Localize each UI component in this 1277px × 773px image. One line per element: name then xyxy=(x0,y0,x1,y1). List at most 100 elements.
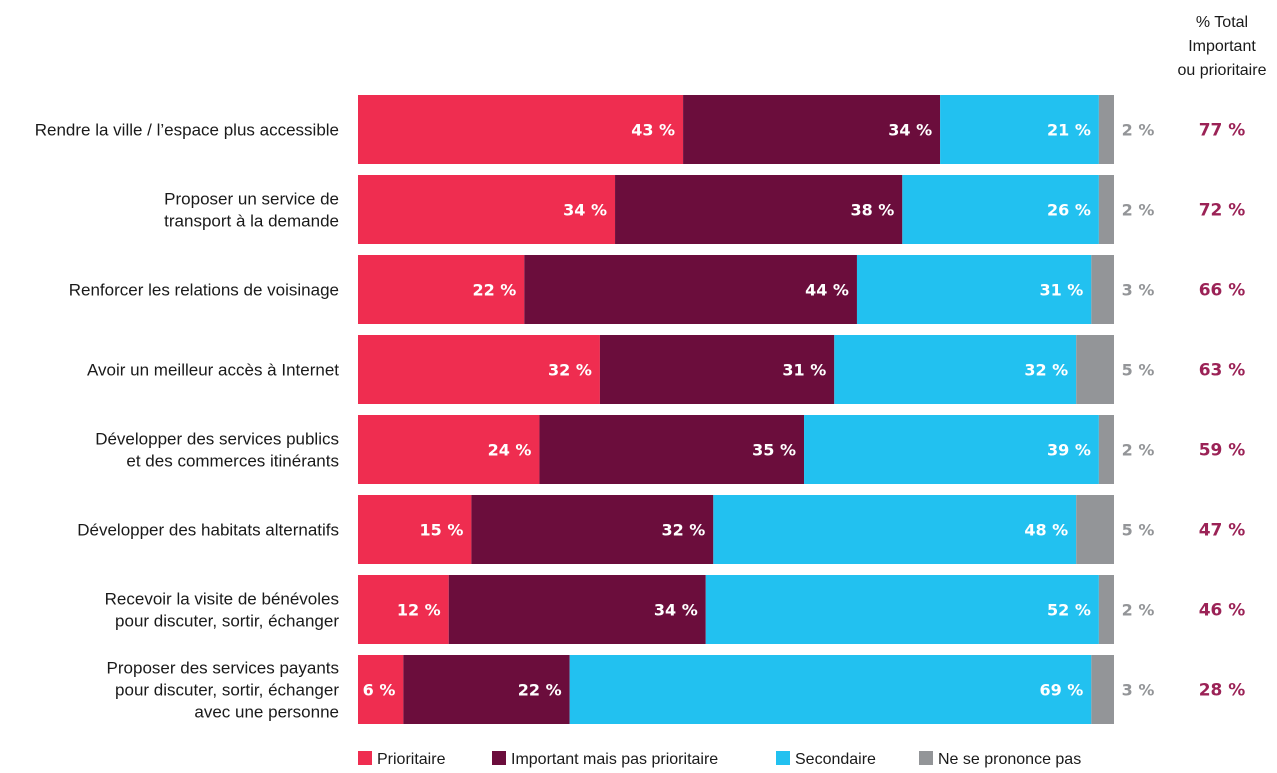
no-opinion-value-label: 2 % xyxy=(1122,601,1155,620)
legend-swatch xyxy=(492,751,506,765)
legend-swatch xyxy=(919,751,933,765)
bar-segment xyxy=(683,95,941,164)
category-labels: Rendre la ville / l’espace plus accessib… xyxy=(35,121,340,722)
category-label-line: Renforcer les relations de voisinage xyxy=(69,281,339,300)
no-opinion-value-label: 2 % xyxy=(1122,201,1155,220)
bar-segment xyxy=(358,575,449,644)
category-label: Recevoir la visite de bénévoles pour disc… xyxy=(105,590,340,631)
bar-segment xyxy=(358,335,600,404)
segment-value-label: 32 % xyxy=(1024,361,1068,380)
total-column-header: % Total Important ou prioritaire xyxy=(1178,14,1267,79)
segment-value-label: 43 % xyxy=(631,121,675,140)
total-value-label: 72 % xyxy=(1199,201,1246,221)
bar-segment xyxy=(358,495,472,564)
category-label-line: Recevoir la visite de bénévoles xyxy=(105,590,339,609)
category-label: Proposer un service de transport à la dem… xyxy=(164,190,339,231)
segment-value-label: 69 % xyxy=(1039,681,1083,700)
legend: Prioritaire Important mais pas prioritair… xyxy=(358,751,1081,768)
total-value-label: 63 % xyxy=(1199,361,1246,381)
segment-value-label: 38 % xyxy=(850,201,894,220)
bar-segment xyxy=(599,335,835,404)
bar-segment xyxy=(705,575,1099,644)
legend-label: Prioritaire xyxy=(377,751,446,768)
category-label-line: Proposer des services payants xyxy=(107,659,339,678)
category-label-line: Proposer un service de xyxy=(164,190,339,209)
segment-value-label: 48 % xyxy=(1024,521,1068,540)
category-label: Avoir un meilleur accès à Internet xyxy=(87,361,339,380)
legend-swatch xyxy=(358,751,372,765)
bar-segment xyxy=(1098,575,1114,644)
category-label: Développer des services publics et des co… xyxy=(95,430,339,471)
bar-segment xyxy=(940,95,1099,164)
total-value-label: 59 % xyxy=(1199,441,1246,461)
total-value-label: 66 % xyxy=(1199,281,1246,301)
segment-value-label: 35 % xyxy=(752,441,796,460)
no-opinion-value-label: 2 % xyxy=(1122,441,1155,460)
category-label-line: pour discuter, sortir, échanger xyxy=(115,681,339,700)
bar-segment xyxy=(1076,495,1114,564)
category-label-line: pour discuter, sortir, échanger xyxy=(115,612,339,631)
no-opinion-value-label: 5 % xyxy=(1122,521,1155,540)
category-label-line: transport à la demande xyxy=(164,212,339,231)
bar-segment xyxy=(1076,335,1114,404)
bar-segment xyxy=(358,95,684,164)
segment-value-label: 15 % xyxy=(420,521,464,540)
bar-segment xyxy=(358,415,540,484)
segment-value-label: 39 % xyxy=(1047,441,1091,460)
category-label-line: Avoir un meilleur accès à Internet xyxy=(87,361,339,380)
segment-value-label: 32 % xyxy=(661,521,705,540)
category-label: Proposer des services payants pour discut… xyxy=(107,659,340,722)
legend-swatch xyxy=(776,751,790,765)
total-value-label: 77 % xyxy=(1199,121,1246,141)
total-value-label: 46 % xyxy=(1199,601,1246,621)
segment-value-label: 34 % xyxy=(888,121,932,140)
category-label-line: et des commerces itinérants xyxy=(126,452,339,471)
segment-value-label: 12 % xyxy=(397,601,441,620)
segment-value-label: 34 % xyxy=(654,601,698,620)
category-label-line: Développer des habitats alternatifs xyxy=(77,521,339,540)
no-opinion-value-label: 5 % xyxy=(1122,361,1155,380)
segment-value-label: 21 % xyxy=(1047,121,1091,140)
segment-value-label: 31 % xyxy=(782,361,826,380)
category-label: Renforcer les relations de voisinage xyxy=(69,281,339,300)
legend-label: Ne se prononce pas xyxy=(938,751,1081,768)
bar-segment xyxy=(1098,95,1114,164)
bar-segment xyxy=(713,495,1077,564)
bar-segment xyxy=(804,415,1099,484)
bars: 43 % 34 % 21 % 34 % 38 % 26 % 22 % 44 % 31 % 32 %… xyxy=(358,95,1114,724)
segment-value-label: 52 % xyxy=(1047,601,1091,620)
bar-segment xyxy=(1091,655,1114,724)
segment-value-label: 24 % xyxy=(488,441,532,460)
segment-value-label: 6 % xyxy=(363,681,396,700)
bar-segment xyxy=(1091,255,1114,324)
segment-value-label: 22 % xyxy=(518,681,562,700)
segment-value-label: 26 % xyxy=(1047,201,1091,220)
total-value-label: 47 % xyxy=(1199,521,1246,541)
segment-value-label: 34 % xyxy=(563,201,607,220)
bar-segment xyxy=(539,415,805,484)
bar-segment xyxy=(358,655,404,724)
no-opinion-labels: 2 % 2 % 3 % 5 % 2 % 5 % 2 % 3 % xyxy=(1122,121,1155,700)
bar-segment xyxy=(524,255,857,324)
bar-segment xyxy=(1098,175,1114,244)
no-opinion-value-label: 2 % xyxy=(1122,121,1155,140)
bar-segment xyxy=(358,255,525,324)
bar-segment xyxy=(1098,415,1114,484)
no-opinion-value-label: 3 % xyxy=(1122,281,1155,300)
bar-segment xyxy=(856,255,1092,324)
legend-label: Important mais pas prioritaire xyxy=(511,751,718,768)
segment-value-label: 22 % xyxy=(472,281,516,300)
category-label-line: Développer des services publics xyxy=(95,430,339,449)
bar-segment xyxy=(448,575,706,644)
legend-label: Secondaire xyxy=(795,751,876,768)
total-header-line: Important xyxy=(1188,38,1256,55)
bar-segment xyxy=(358,175,616,244)
category-label-line: Rendre la ville / l’espace plus accessib… xyxy=(35,121,339,140)
bar-segment xyxy=(615,175,903,244)
bar-segment xyxy=(569,655,1092,724)
segment-value-label: 44 % xyxy=(805,281,849,300)
bar-segment xyxy=(403,655,570,724)
bar-segment xyxy=(834,335,1077,404)
category-label-line: avec une personne xyxy=(194,703,339,722)
